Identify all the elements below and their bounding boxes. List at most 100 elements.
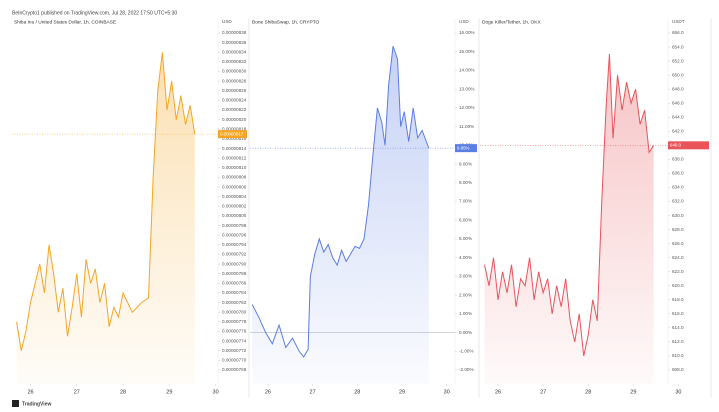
y-tick-label: 1.00% bbox=[459, 311, 472, 316]
y-tick-label: 0.00000838 bbox=[222, 30, 247, 35]
y-tick-label: 0.00000808 bbox=[222, 175, 247, 180]
x-tick-label: 29 bbox=[399, 389, 405, 395]
price-line bbox=[16, 52, 196, 351]
y-tick-label: 0.00000810 bbox=[222, 165, 247, 170]
x-tick-label: 26 bbox=[495, 389, 501, 395]
y-tick-label: 0.00000780 bbox=[222, 309, 247, 314]
y-tick-label: 0.00000830 bbox=[222, 69, 247, 74]
x-tick-label: 30 bbox=[675, 389, 681, 395]
y-tick-label: 0.00000782 bbox=[222, 300, 247, 305]
footer: TradingView bbox=[22, 401, 51, 407]
x-tick-label: 30 bbox=[213, 389, 219, 395]
y-tick-label: 654.0 bbox=[672, 44, 684, 49]
y-tick-label: 0.00000832 bbox=[222, 59, 247, 64]
y-tick-label: 648.0 bbox=[672, 86, 684, 91]
price-tag bbox=[455, 144, 477, 153]
x-tick-label: 27 bbox=[74, 389, 80, 395]
price-line bbox=[251, 45, 430, 358]
y-tick-label: 0.00000790 bbox=[222, 261, 247, 266]
price-tag-label: 0.00000817 bbox=[220, 131, 244, 136]
y-tick-label: 610.0 bbox=[672, 353, 684, 358]
y-tick-label: 0.00000812 bbox=[222, 155, 247, 160]
y-tick-label: 0.00000768 bbox=[222, 367, 247, 372]
y-tick-label: 0.00000772 bbox=[222, 348, 247, 353]
y-tick-label: 5.00% bbox=[459, 236, 472, 241]
unit-label: USD bbox=[459, 19, 469, 24]
area bbox=[484, 54, 654, 385]
x-tick-label: 27 bbox=[540, 389, 546, 395]
x-tick-label: 28 bbox=[120, 389, 126, 395]
y-tick-label: 626.0 bbox=[672, 241, 684, 246]
y-tick-label: 0.00000778 bbox=[222, 319, 247, 324]
y-tick-label: 9.00% bbox=[459, 161, 472, 166]
logo bbox=[12, 400, 19, 407]
y-tick-label: 630.0 bbox=[672, 213, 684, 218]
price-tag-label: 9.85% bbox=[457, 145, 470, 150]
y-tick-label: 0.00000802 bbox=[222, 204, 247, 209]
y-tick-label: 0.00000774 bbox=[222, 338, 247, 343]
price-tag bbox=[218, 130, 247, 139]
y-tick-label: 14.00% bbox=[459, 68, 475, 73]
y-tick-label: 646.0 bbox=[672, 100, 684, 105]
x-tick-label: 27 bbox=[310, 389, 316, 395]
y-tick-label: 0.00000826 bbox=[222, 88, 247, 93]
y-tick-label: 656.0 bbox=[672, 30, 684, 35]
y-tick-label: 652.0 bbox=[672, 58, 684, 63]
y-tick-label: 2.00% bbox=[459, 292, 472, 297]
y-tick-label: 0.00% bbox=[459, 330, 472, 335]
y-tick-label: 0.00000804 bbox=[222, 194, 247, 199]
price-tag bbox=[668, 141, 709, 150]
y-tick-label: 6.00% bbox=[459, 217, 472, 222]
y-tick-label: 13.00% bbox=[459, 86, 475, 91]
y-tick-label: 0.00000794 bbox=[222, 242, 247, 247]
y-tick-label: 650.0 bbox=[672, 72, 684, 77]
y-tick-label: 11.00% bbox=[459, 124, 474, 129]
y-tick-label: 636.0 bbox=[672, 171, 684, 176]
y-tick-label: 8.00% bbox=[459, 180, 472, 185]
y-tick-label: 0.00000816 bbox=[222, 136, 247, 141]
x-tick-label: 30 bbox=[444, 389, 450, 395]
y-tick-label: 3.00% bbox=[459, 274, 472, 279]
chart-title: Doge Killer/Tether, 1h, OKX bbox=[482, 19, 541, 25]
y-tick-label: 0.00000792 bbox=[222, 252, 247, 257]
y-tick-label: 0.00000784 bbox=[222, 290, 247, 295]
y-tick-label: 632.0 bbox=[672, 199, 684, 204]
y-tick-label: 0.00000806 bbox=[222, 184, 247, 189]
area bbox=[16, 52, 195, 384]
y-tick-label: 0.00000788 bbox=[222, 271, 247, 276]
price-tag-label: 640.0 bbox=[670, 142, 682, 147]
unit-label: USDT bbox=[672, 19, 685, 24]
y-tick-label: 0.00000836 bbox=[222, 40, 247, 45]
y-tick-label: 620.0 bbox=[672, 283, 684, 288]
y-tick-label: 608.0 bbox=[672, 367, 684, 372]
y-tick-label: 0.00000800 bbox=[222, 213, 247, 218]
y-tick-label: 0.00000824 bbox=[222, 98, 247, 103]
y-tick-label: 0.00000796 bbox=[222, 232, 247, 237]
price-line bbox=[484, 54, 655, 357]
x-tick-label: 26 bbox=[27, 389, 33, 395]
y-tick-label: 16.00% bbox=[459, 30, 475, 35]
y-tick-label: 0.00000820 bbox=[222, 117, 247, 122]
y-tick-label: 638.0 bbox=[672, 157, 684, 162]
y-tick-label: 622.0 bbox=[672, 269, 684, 274]
x-tick-label: 28 bbox=[354, 389, 360, 395]
y-tick-label: 0.00000822 bbox=[222, 107, 247, 112]
area bbox=[252, 46, 429, 385]
x-tick-label: 29 bbox=[166, 389, 172, 395]
header: BeInCrypto1 published on TradingView.com… bbox=[12, 10, 177, 16]
y-tick-label: 0.00000786 bbox=[222, 281, 247, 286]
y-tick-label: 0.00000776 bbox=[222, 329, 247, 334]
y-tick-label: 618.0 bbox=[672, 297, 684, 302]
y-tick-label: 12.00% bbox=[459, 105, 475, 110]
y-tick-label: 0.00000770 bbox=[222, 358, 247, 363]
unit-label: USD bbox=[222, 19, 232, 24]
chart-title: Bone ShibaSwap, 1h, CRYPTO bbox=[252, 19, 320, 25]
y-tick-label: 634.0 bbox=[672, 185, 684, 190]
y-tick-label: 628.0 bbox=[672, 227, 684, 232]
y-tick-label: 0.00000818 bbox=[222, 127, 247, 132]
y-tick-label: 15.00% bbox=[459, 49, 475, 54]
y-tick-label: 0.00000834 bbox=[222, 49, 247, 54]
y-tick-label: 624.0 bbox=[672, 255, 684, 260]
x-tick-label: 29 bbox=[630, 389, 636, 395]
